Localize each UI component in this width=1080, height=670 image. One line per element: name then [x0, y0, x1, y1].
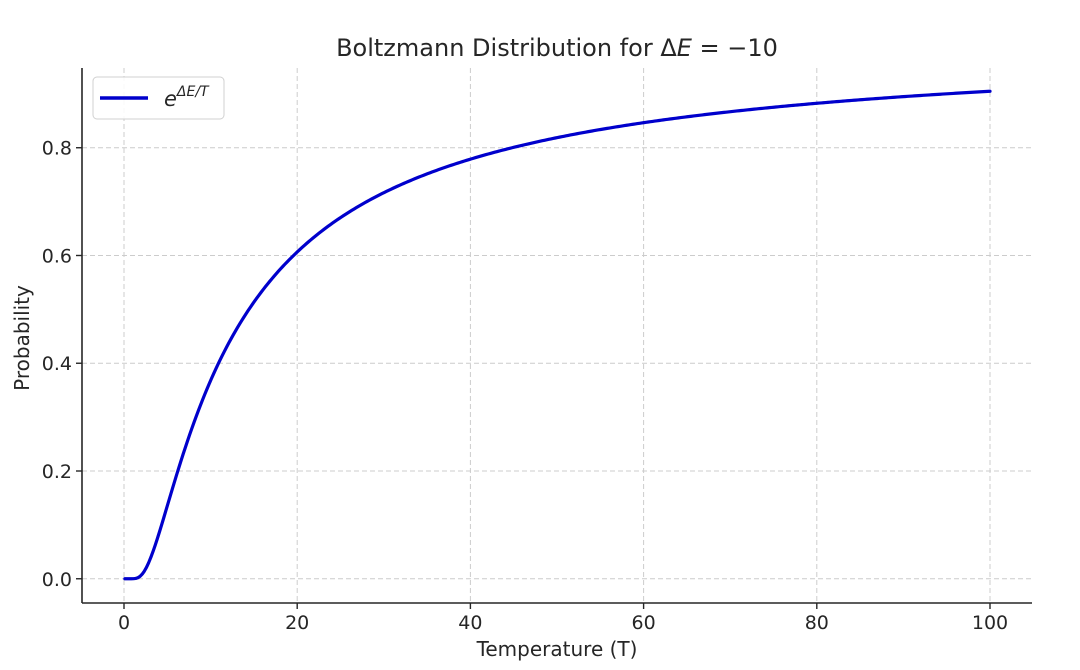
- x-tick-label: 20: [285, 612, 309, 634]
- axes-spines: [81, 68, 1032, 604]
- y-axis-label: Probability: [10, 285, 34, 391]
- grid-lines: [82, 68, 1032, 603]
- y-tick-label: 0.6: [42, 245, 72, 267]
- y-axis-ticks: 0.0 0.2 0.4 0.6 0.8: [42, 138, 82, 591]
- x-axis-ticks: 0 20 40 60 80 100: [118, 603, 1008, 634]
- x-tick-label: 0: [118, 612, 130, 634]
- x-tick-label: 60: [632, 612, 656, 634]
- chart-title: Boltzmann Distribution for ΔE = −10: [336, 34, 778, 62]
- y-tick-label: 0.2: [42, 461, 72, 483]
- y-tick-label: 0.0: [42, 569, 72, 591]
- data-series: [123, 89, 992, 581]
- x-tick-label: 80: [805, 612, 829, 634]
- legend-box: [92, 76, 225, 120]
- legend[interactable]: eΔE/T: [92, 76, 225, 120]
- x-tick-label: 40: [458, 612, 482, 634]
- x-tick-label: 100: [972, 612, 1008, 634]
- y-tick-label: 0.4: [42, 353, 72, 375]
- legend-label: eΔE/T: [164, 84, 210, 111]
- x-axis-label: Temperature (T): [476, 637, 638, 661]
- series-line: [123, 89, 992, 581]
- y-tick-label: 0.8: [42, 138, 72, 160]
